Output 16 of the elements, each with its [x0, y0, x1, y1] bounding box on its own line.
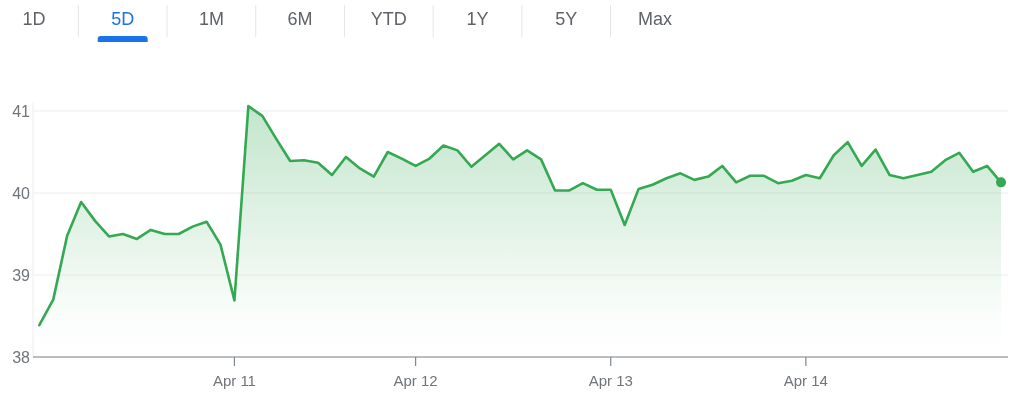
text: 5D: [111, 9, 135, 29]
x-tick-label: Apr 13: [588, 372, 633, 389]
x-tick-label: Apr 11: [212, 372, 256, 389]
y-tick-label: 41: [12, 102, 31, 120]
x-tick-label: Apr 14: [783, 372, 828, 389]
y-tick-label: 40: [12, 184, 31, 202]
text: 1M: [198, 9, 224, 29]
y-tick-label: 39: [12, 266, 31, 284]
text: Max: [637, 9, 672, 29]
text: 6M: [287, 9, 313, 29]
text: 5Y: [555, 9, 578, 29]
text: YTD: [370, 9, 407, 29]
x-tick-label: Apr 12: [393, 372, 438, 389]
y-tick-label: 38: [12, 348, 31, 366]
text: 1D: [22, 9, 46, 29]
text: 1Y: [466, 9, 489, 29]
